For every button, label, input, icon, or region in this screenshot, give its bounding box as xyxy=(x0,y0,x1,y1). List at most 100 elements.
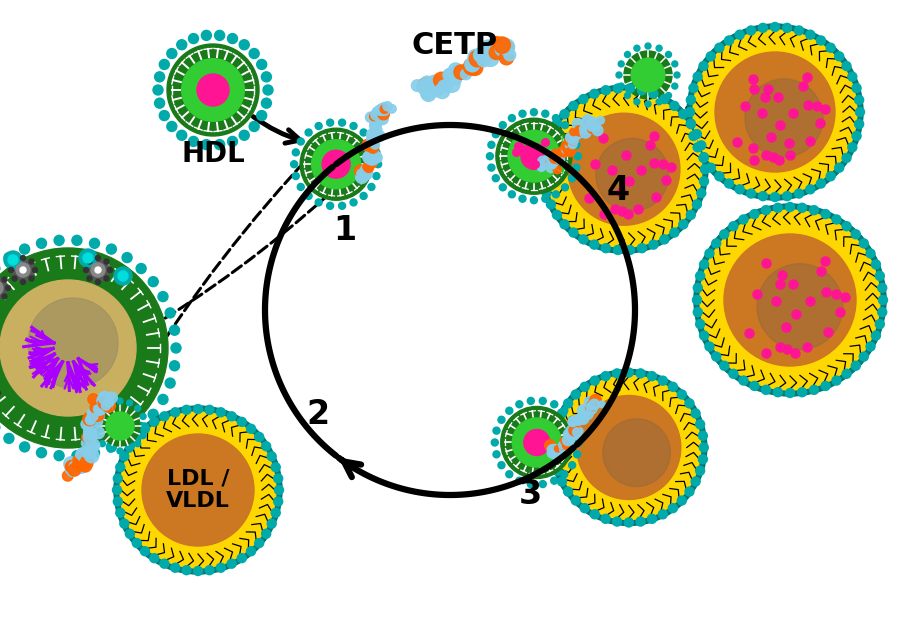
Circle shape xyxy=(700,210,880,390)
Circle shape xyxy=(670,228,679,237)
Circle shape xyxy=(574,153,581,160)
Circle shape xyxy=(171,408,180,417)
Circle shape xyxy=(678,496,687,505)
Circle shape xyxy=(113,497,122,506)
Circle shape xyxy=(125,529,134,538)
Circle shape xyxy=(549,161,556,169)
Circle shape xyxy=(601,515,610,523)
Circle shape xyxy=(166,122,176,131)
Circle shape xyxy=(548,157,558,167)
Circle shape xyxy=(500,50,514,65)
Circle shape xyxy=(305,192,312,200)
Circle shape xyxy=(66,461,76,472)
Circle shape xyxy=(579,405,587,414)
Circle shape xyxy=(66,466,74,474)
Circle shape xyxy=(797,203,806,212)
Circle shape xyxy=(97,398,112,412)
Circle shape xyxy=(563,399,572,408)
Circle shape xyxy=(165,378,176,388)
Circle shape xyxy=(361,164,372,175)
Circle shape xyxy=(274,474,283,483)
Circle shape xyxy=(380,105,389,113)
Circle shape xyxy=(247,424,256,433)
Circle shape xyxy=(76,453,90,466)
Circle shape xyxy=(87,410,98,422)
Circle shape xyxy=(420,76,434,89)
Circle shape xyxy=(474,46,490,63)
Circle shape xyxy=(72,451,82,461)
Circle shape xyxy=(549,443,558,452)
Circle shape xyxy=(155,72,165,82)
Circle shape xyxy=(99,405,105,411)
Circle shape xyxy=(688,84,698,92)
Circle shape xyxy=(239,130,249,140)
Circle shape xyxy=(855,120,864,128)
Circle shape xyxy=(645,43,651,49)
Circle shape xyxy=(158,291,168,301)
Circle shape xyxy=(176,40,187,50)
Circle shape xyxy=(625,368,634,377)
Circle shape xyxy=(519,195,526,202)
Circle shape xyxy=(368,142,378,151)
Circle shape xyxy=(160,412,169,421)
Circle shape xyxy=(448,63,463,77)
Circle shape xyxy=(553,119,562,128)
Circle shape xyxy=(573,164,580,171)
Circle shape xyxy=(368,184,375,190)
Circle shape xyxy=(434,72,449,88)
Circle shape xyxy=(374,161,382,168)
Circle shape xyxy=(228,136,238,146)
Circle shape xyxy=(613,84,622,93)
Circle shape xyxy=(87,259,92,264)
Circle shape xyxy=(374,115,382,123)
Circle shape xyxy=(561,148,569,157)
Circle shape xyxy=(687,210,696,219)
Circle shape xyxy=(102,401,111,410)
Circle shape xyxy=(431,82,445,95)
Circle shape xyxy=(810,386,819,394)
Circle shape xyxy=(202,30,211,40)
Circle shape xyxy=(852,84,861,92)
Circle shape xyxy=(516,401,523,408)
Circle shape xyxy=(120,452,129,461)
Circle shape xyxy=(169,326,179,335)
Circle shape xyxy=(618,61,625,67)
Circle shape xyxy=(182,59,244,122)
Circle shape xyxy=(590,510,599,519)
Circle shape xyxy=(720,230,729,239)
Circle shape xyxy=(550,449,558,457)
Circle shape xyxy=(570,136,578,145)
Circle shape xyxy=(68,464,81,476)
Circle shape xyxy=(821,381,830,391)
Circle shape xyxy=(560,446,567,453)
Circle shape xyxy=(773,203,782,212)
Circle shape xyxy=(438,80,450,92)
Circle shape xyxy=(560,438,570,448)
Circle shape xyxy=(72,236,82,246)
Circle shape xyxy=(739,215,748,224)
Circle shape xyxy=(135,441,140,446)
Circle shape xyxy=(12,276,17,281)
Circle shape xyxy=(489,37,504,52)
Circle shape xyxy=(106,392,117,403)
Circle shape xyxy=(855,95,864,104)
Circle shape xyxy=(473,49,486,61)
Circle shape xyxy=(411,80,423,91)
Circle shape xyxy=(374,105,385,115)
Circle shape xyxy=(80,456,94,469)
Circle shape xyxy=(573,427,580,434)
Circle shape xyxy=(557,376,701,520)
Circle shape xyxy=(469,50,486,67)
Circle shape xyxy=(693,283,702,293)
Circle shape xyxy=(679,220,688,229)
Circle shape xyxy=(557,409,566,418)
Circle shape xyxy=(82,432,92,442)
Circle shape xyxy=(371,135,379,142)
Circle shape xyxy=(592,125,603,136)
Circle shape xyxy=(262,441,271,451)
Circle shape xyxy=(362,140,374,151)
Circle shape xyxy=(140,547,149,556)
Circle shape xyxy=(508,191,516,198)
Circle shape xyxy=(561,438,568,445)
Circle shape xyxy=(488,141,495,148)
